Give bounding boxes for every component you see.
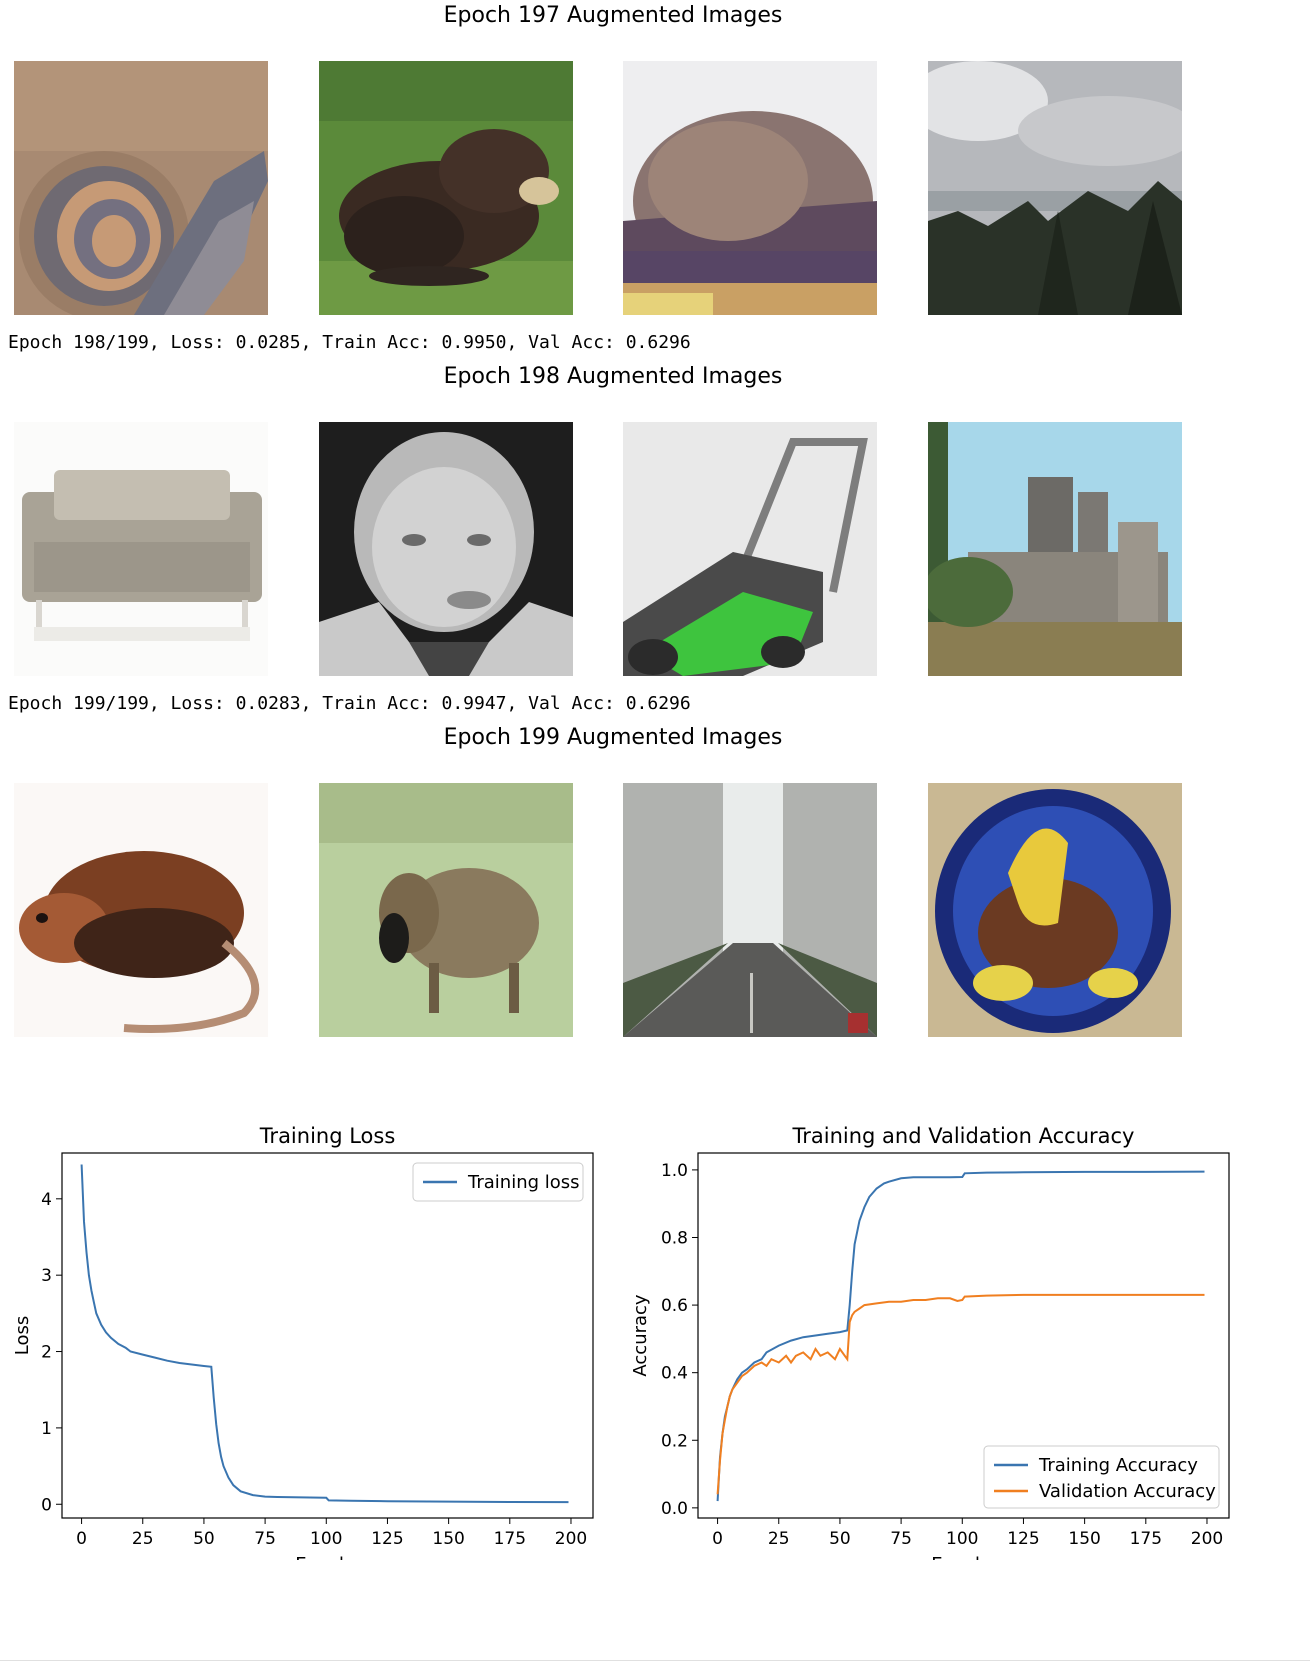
x-tick-label: 50 bbox=[829, 1529, 851, 1549]
legend-label: Training loss bbox=[467, 1172, 580, 1193]
x-tick-label: 125 bbox=[1007, 1529, 1039, 1549]
augmented-image-lawnmower bbox=[623, 422, 877, 676]
x-tick-label: 200 bbox=[555, 1529, 587, 1549]
y-axis-label: Accuracy bbox=[630, 1294, 651, 1377]
augmented-image-beaver bbox=[319, 61, 573, 315]
x-tick-label: 200 bbox=[1191, 1529, 1223, 1549]
augmented-image-snail bbox=[14, 61, 268, 315]
chart-title: Training Loss bbox=[259, 1124, 396, 1148]
y-tick-label: 0 bbox=[41, 1495, 52, 1515]
legend: Training Accuracy Validation Accuracy bbox=[983, 1445, 1220, 1509]
chart-1: Training and Validation Accuracy 0 25 50 75 1… bbox=[630, 1124, 1230, 1560]
x-tick-label: 75 bbox=[254, 1529, 276, 1549]
y-tick-label: 0.4 bbox=[661, 1364, 688, 1384]
legend-label: Training Accuracy bbox=[1038, 1455, 1198, 1476]
augmented-image-rat bbox=[14, 783, 268, 1037]
chart-0: Training Loss 0 25 50 75 100 125 150 175 200 0 1 2 3 4… bbox=[12, 1124, 594, 1560]
x-tick-label: 25 bbox=[768, 1529, 790, 1549]
plot-frame bbox=[61, 1152, 594, 1519]
x-tick-label: 150 bbox=[1068, 1529, 1100, 1549]
augmented-image-plate bbox=[928, 783, 1182, 1037]
x-axis-label: Epochs bbox=[295, 1554, 360, 1560]
training-log-line-199: Epoch 199/199, Loss: 0.0283, Train Acc: … bbox=[8, 693, 691, 714]
x-tick-label: 175 bbox=[494, 1529, 526, 1549]
x-tick-label: 25 bbox=[132, 1529, 154, 1549]
x-tick-label: 150 bbox=[432, 1529, 464, 1549]
plot-frame bbox=[697, 1152, 1230, 1519]
augmented-image-road bbox=[623, 783, 877, 1037]
x-tick-label: 100 bbox=[946, 1529, 978, 1549]
legend: Training loss bbox=[412, 1162, 584, 1202]
y-tick-label: 0.0 bbox=[661, 1499, 688, 1519]
training-charts: Training Loss 0 25 50 75 100 125 150 175 200 0 1 2 3 4… bbox=[12, 1124, 1230, 1560]
augmented-image-couch bbox=[14, 422, 268, 676]
augmented-image-forest-sky bbox=[928, 61, 1182, 315]
y-tick-label: 3 bbox=[41, 1266, 52, 1286]
y-tick-label: 0.8 bbox=[661, 1228, 688, 1248]
section-title-epoch-197: Epoch 197 Augmented Images bbox=[443, 3, 783, 28]
x-tick-label: 100 bbox=[310, 1529, 342, 1549]
augmented-image-rodent bbox=[623, 61, 877, 315]
section-title-epoch-198: Epoch 198 Augmented Images bbox=[443, 364, 783, 389]
augmented-image-castle bbox=[928, 422, 1182, 676]
series-line-validation-accuracy bbox=[716, 1293, 1205, 1495]
y-tick-label: 1.0 bbox=[661, 1161, 688, 1181]
x-tick-label: 0 bbox=[712, 1529, 723, 1549]
series-line-training-loss bbox=[80, 1164, 569, 1504]
legend-box bbox=[412, 1162, 584, 1202]
x-tick-label: 50 bbox=[193, 1529, 215, 1549]
legend-box bbox=[983, 1445, 1220, 1509]
x-tick-label: 0 bbox=[76, 1529, 87, 1549]
section-title-epoch-199: Epoch 199 Augmented Images bbox=[443, 725, 783, 750]
x-tick-label: 125 bbox=[371, 1529, 403, 1549]
x-axis-label: Epochs bbox=[931, 1554, 996, 1560]
x-tick-label: 175 bbox=[1130, 1529, 1162, 1549]
training-log-line-198: Epoch 198/199, Loss: 0.0285, Train Acc: … bbox=[8, 332, 691, 353]
y-tick-label: 0.6 bbox=[661, 1296, 688, 1316]
x-tick-label: 75 bbox=[890, 1529, 912, 1549]
augmented-image-portrait bbox=[319, 422, 573, 676]
y-tick-label: 1 bbox=[41, 1419, 52, 1439]
legend-label: Validation Accuracy bbox=[1039, 1481, 1216, 1502]
y-axis-label: Loss bbox=[12, 1316, 33, 1355]
y-tick-label: 2 bbox=[41, 1343, 52, 1363]
augmented-image-animal-field bbox=[319, 783, 573, 1037]
bottom-divider bbox=[0, 1660, 1310, 1661]
chart-title: Training and Validation Accuracy bbox=[792, 1124, 1135, 1148]
y-tick-label: 4 bbox=[41, 1190, 52, 1210]
y-tick-label: 0.2 bbox=[661, 1431, 688, 1451]
